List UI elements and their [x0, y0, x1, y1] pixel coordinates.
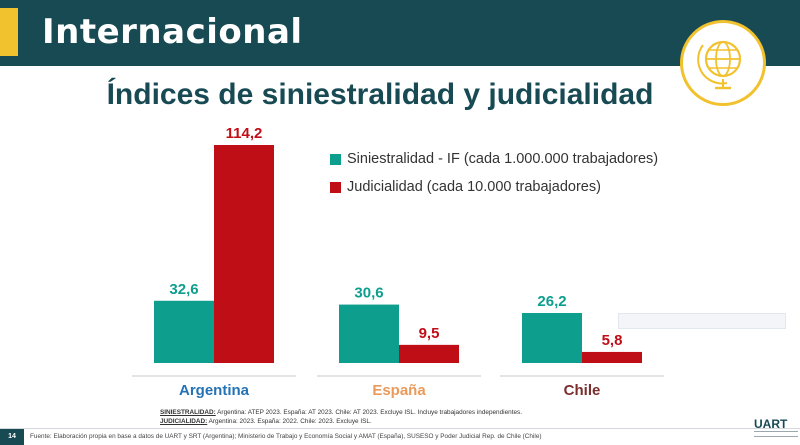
bar-judicialidad-argentina: [214, 145, 274, 363]
legend-swatch-judicialidad: [330, 181, 341, 193]
category-label-espana: España: [372, 382, 426, 399]
data-label-judicialidad-chile: 5,8: [602, 332, 623, 349]
globe-icon: [697, 40, 742, 90]
legend-swatch-siniestralidad: [330, 153, 341, 165]
note-siniestralidad: SINIESTRALIDAD: Argentina: ATEP 2023. Es…: [160, 408, 660, 417]
brand-name: UART: [754, 417, 788, 431]
data-label-judicialidad-espana: 9,5: [419, 325, 440, 342]
globe-badge: [680, 20, 766, 106]
data-label-siniestralidad-chile: 26,2: [537, 293, 566, 310]
bar-siniestralidad-espana: [339, 304, 399, 363]
chart-legend: Siniestralidad - IF (cada 1.000.000 trab…: [330, 145, 658, 201]
bar-chart: 32,6 114,2 Argentina 30,6 9,5 España 26,2 5,8 Ch…: [132, 125, 664, 399]
category-label-argentina: Argentina: [179, 382, 250, 399]
note-siniestralidad-label: SINIESTRALIDAD:: [160, 409, 216, 416]
note-judicialidad-label: JUDICIALIDAD:: [160, 418, 208, 425]
bar-siniestralidad-chile: [522, 312, 582, 363]
legend-item-judicialidad: Judicialidad (cada 10.000 trabajadores): [330, 173, 658, 201]
data-label-siniestralidad-espana: 30,6: [354, 285, 383, 302]
data-label-judicialidad-argentina: 114,2: [226, 125, 263, 142]
legend-item-siniestralidad: Siniestralidad - IF (cada 1.000.000 trab…: [330, 145, 658, 173]
note-judicialidad-text: Argentina: 2023. España: 2022. Chile: 20…: [207, 418, 372, 425]
legend-label-siniestralidad: Siniestralidad - IF (cada 1.000.000 trab…: [347, 151, 659, 167]
empty-placeholder-box: [618, 313, 786, 329]
brand-logo: UART: [754, 418, 798, 437]
brand-tagline-lines: [754, 431, 798, 437]
header-bar: [0, 0, 800, 66]
bar-siniestralidad-argentina: [154, 300, 214, 363]
note-judicialidad: JUDICIALIDAD: Argentina: 2023. España: 2…: [160, 417, 660, 426]
data-label-siniestralidad-argentina: 32,6: [169, 281, 198, 298]
chart-notes: SINIESTRALIDAD: Argentina: ATEP 2023. Es…: [160, 408, 660, 426]
bar-judicialidad-espana: [399, 344, 459, 363]
footer-divider: [0, 428, 800, 429]
bar-judicialidad-chile: [582, 351, 642, 363]
slide-title: Internacional: [42, 12, 303, 52]
source-note: Fuente: Elaboración propia en base a dat…: [30, 433, 542, 440]
note-siniestralidad-text: Argentina: ATEP 2023. España: AT 2023. C…: [215, 409, 522, 416]
category-label-chile: Chile: [564, 382, 601, 399]
chart-title: Índices de siniestralidad y judicialidad: [106, 78, 654, 111]
legend-label-judicialidad: Judicialidad (cada 10.000 trabajadores): [347, 179, 601, 195]
page-number: 14: [0, 429, 24, 445]
header-accent-stripe: [0, 8, 18, 56]
